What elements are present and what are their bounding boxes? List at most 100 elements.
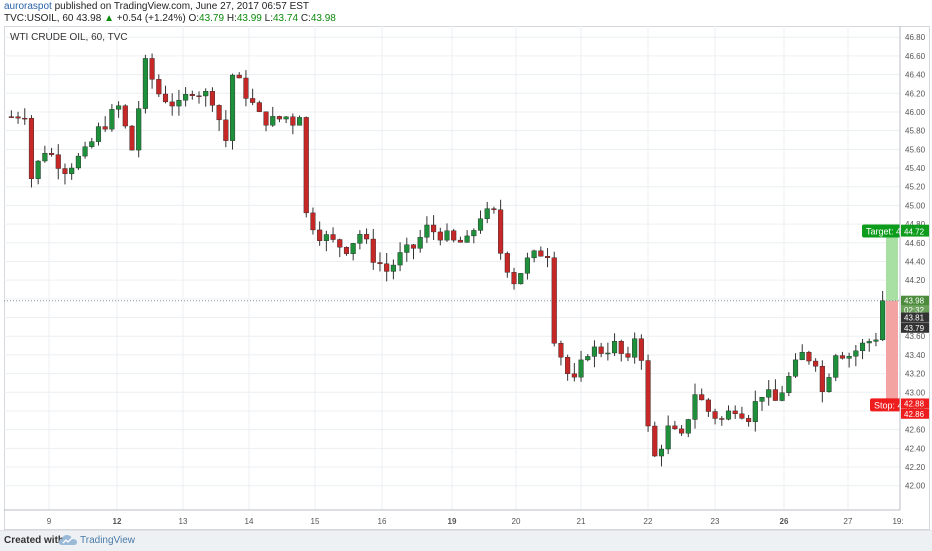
x-tick-label: 27 bbox=[844, 517, 853, 526]
candle bbox=[511, 267, 517, 290]
candle-body bbox=[451, 230, 457, 241]
candle-body bbox=[69, 167, 75, 174]
candle-body bbox=[196, 95, 202, 97]
x-tick-label: 20 bbox=[512, 517, 521, 526]
candle-body bbox=[323, 234, 329, 241]
candle bbox=[799, 344, 805, 361]
candle-body bbox=[471, 230, 477, 237]
candle bbox=[95, 122, 102, 146]
tradingview-cloud-icon[interactable] bbox=[58, 533, 78, 547]
candle bbox=[410, 243, 417, 260]
candle-body bbox=[551, 257, 557, 344]
candle bbox=[685, 418, 691, 438]
candle bbox=[223, 110, 229, 148]
chart-svg[interactable]: Target: 44.72 Stop: 42.86 42.00 42.20 42.40… bbox=[4, 26, 930, 530]
candle bbox=[826, 373, 832, 393]
candle bbox=[343, 246, 350, 256]
candle-body bbox=[598, 346, 604, 354]
footer-bar: Created with TradingView bbox=[0, 530, 932, 551]
candle-body bbox=[692, 394, 698, 420]
candle bbox=[538, 246, 544, 257]
candle-body bbox=[457, 239, 463, 243]
candle bbox=[524, 252, 530, 280]
candle bbox=[263, 111, 269, 132]
y-tick-label: 45.40 bbox=[905, 164, 926, 173]
last-price: 43.98 bbox=[76, 13, 102, 24]
candle-body bbox=[209, 91, 215, 106]
candle-body bbox=[779, 392, 785, 401]
candle bbox=[699, 388, 705, 401]
price-axis-label-bg bbox=[901, 312, 929, 323]
candle-body bbox=[424, 224, 430, 238]
candle bbox=[149, 53, 155, 89]
price-axis-label-text: 43.79 bbox=[904, 324, 925, 333]
price-axis-label-bg bbox=[901, 398, 929, 409]
candle-body bbox=[122, 105, 128, 127]
candle bbox=[270, 106, 276, 127]
candle bbox=[116, 101, 122, 118]
candle-body bbox=[565, 357, 571, 374]
candle-body bbox=[169, 101, 175, 107]
candle bbox=[712, 408, 718, 425]
low-label: L: bbox=[264, 13, 273, 24]
y-tick-label: 46.20 bbox=[905, 89, 926, 98]
x-tick-label: 23 bbox=[711, 517, 720, 526]
candle bbox=[839, 351, 845, 360]
candle bbox=[364, 228, 370, 244]
candle bbox=[370, 228, 376, 270]
price-axis-label-text: 43.98 bbox=[904, 297, 925, 306]
stop-tag-bg bbox=[870, 398, 900, 412]
price-axis-label: 42.86 bbox=[901, 408, 929, 419]
candle bbox=[806, 350, 812, 365]
author-link[interactable]: auroraspot bbox=[4, 1, 52, 12]
candle-body bbox=[819, 365, 825, 392]
candle-body bbox=[22, 117, 28, 120]
y-tick-label: 44.20 bbox=[905, 276, 926, 285]
candle bbox=[229, 73, 236, 150]
open-value: 43.79 bbox=[199, 13, 225, 24]
candle bbox=[752, 390, 758, 432]
price-chart[interactable]: Target: 44.72 Stop: 42.86 42.00 42.20 42.40… bbox=[4, 26, 930, 530]
candle bbox=[377, 252, 383, 272]
low-value: 43.74 bbox=[273, 13, 299, 24]
candle bbox=[880, 290, 886, 342]
candle-body bbox=[370, 238, 376, 263]
candle bbox=[75, 152, 81, 170]
candle-body bbox=[109, 109, 115, 130]
y-tick-label: 45.00 bbox=[905, 201, 926, 210]
candle-body bbox=[578, 359, 584, 378]
candle-body bbox=[766, 389, 772, 398]
candle bbox=[55, 144, 61, 180]
candle-body bbox=[35, 160, 41, 179]
candle-body bbox=[417, 237, 423, 249]
candle bbox=[8, 110, 14, 119]
candle bbox=[679, 425, 685, 436]
candle bbox=[518, 273, 524, 285]
candle bbox=[725, 405, 732, 421]
candle bbox=[89, 137, 95, 149]
tradingview-brand[interactable]: TradingView bbox=[80, 535, 136, 546]
candle-body bbox=[833, 355, 839, 378]
candle bbox=[122, 104, 128, 129]
candle bbox=[859, 338, 866, 360]
chart-title: WTI CRUDE OIL, 60, TVC bbox=[10, 32, 128, 43]
candle-body bbox=[256, 102, 262, 112]
candle bbox=[303, 116, 309, 218]
candle-body bbox=[813, 360, 819, 367]
candle bbox=[42, 145, 48, 163]
candle-body bbox=[839, 355, 845, 359]
candle-body bbox=[792, 359, 799, 377]
candle-body bbox=[283, 116, 289, 120]
candle bbox=[317, 221, 323, 246]
candle-body bbox=[632, 338, 638, 358]
candle-body bbox=[250, 98, 256, 103]
x-tick-label: 12 bbox=[113, 517, 122, 526]
candle bbox=[216, 104, 222, 131]
candle-body bbox=[853, 350, 859, 357]
candle-body bbox=[645, 360, 651, 427]
price-change: +0.54 (+1.24%) bbox=[116, 13, 186, 24]
candle-body bbox=[149, 58, 155, 80]
candle bbox=[491, 206, 497, 214]
candle bbox=[109, 104, 115, 132]
candle-body bbox=[484, 208, 490, 219]
